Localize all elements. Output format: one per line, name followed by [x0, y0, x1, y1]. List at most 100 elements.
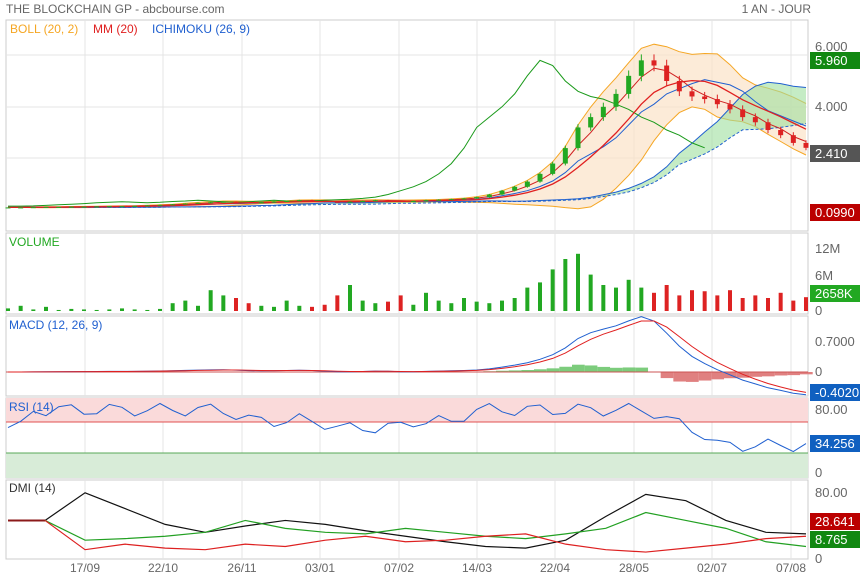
candle-body [714, 99, 720, 105]
period-label: 1 AN - JOUR [742, 2, 812, 16]
candle-body [372, 200, 378, 202]
macd-histogram-bar [572, 364, 585, 372]
candle-body [18, 207, 24, 209]
candle-body [588, 117, 594, 128]
candle-body [423, 200, 429, 202]
rsi-line [7, 402, 807, 453]
macd-histogram-bar [534, 369, 547, 372]
candle-body [600, 106, 606, 118]
volume-bar [715, 295, 720, 311]
volume-bar [6, 308, 10, 311]
volume-bar [120, 308, 124, 311]
volume-bar [778, 292, 783, 311]
candle-body [68, 206, 74, 208]
x-tick-label: 22/10 [148, 561, 178, 575]
volume-bar [728, 290, 732, 311]
x-tick-label: 14/03 [462, 561, 492, 575]
candle-body [474, 197, 480, 199]
macd-histogram-bar [622, 367, 636, 372]
volume-bar [474, 301, 479, 311]
volume-bar [18, 305, 23, 311]
candle-body [5, 207, 11, 209]
candle-body [752, 117, 758, 123]
dmi-di-label: 8.765 [815, 532, 848, 547]
volume-bar [221, 295, 226, 311]
volume-bar [297, 305, 302, 311]
candle-body [512, 186, 518, 191]
candle-body [385, 200, 391, 202]
volume-bar [614, 287, 618, 311]
candle-body [638, 60, 644, 76]
high-price-label: 5.960 [815, 53, 848, 68]
volume-bar [398, 295, 403, 311]
y-tick-label: 0.7000 [815, 334, 855, 349]
candle-body [144, 205, 150, 207]
y-tick-label: 6.000 [815, 39, 848, 54]
volume-bar [766, 298, 770, 311]
candle-body [220, 201, 226, 203]
volume-bar [132, 309, 137, 311]
volume-bar [272, 306, 276, 311]
y-tick-label: 12M [815, 241, 840, 256]
volume-bar [449, 303, 454, 311]
volume-bar [753, 295, 758, 311]
last-price-label-bg [810, 145, 860, 162]
candle-body [651, 60, 657, 66]
ichimoku-chikou [8, 59, 705, 207]
y-tick-label: 6M [815, 268, 833, 283]
candle-body [233, 201, 239, 203]
macd-last-label: -0.4020 [815, 385, 859, 400]
panel-frame [5, 232, 809, 315]
volume-bar [512, 298, 517, 311]
high-price-label-bg [810, 52, 860, 69]
volume-bar [208, 290, 213, 311]
volume-bar [550, 269, 555, 311]
volume-bar [740, 298, 745, 311]
volume-bar [576, 253, 580, 311]
candle-body [208, 202, 214, 204]
macd-histogram-bar [610, 367, 623, 372]
macd-last-label-bg [810, 384, 860, 401]
volume-bar [348, 285, 352, 311]
candle-body [448, 199, 454, 201]
candle-body [550, 163, 556, 174]
candle-body [246, 202, 252, 204]
macd-histogram-bar [584, 365, 598, 372]
x-tick-label: 07/08 [776, 561, 806, 575]
volume-bar [424, 292, 428, 311]
volume-bar [82, 309, 86, 311]
candle-body [727, 104, 733, 110]
candle-body [740, 109, 746, 118]
volume-bar [563, 259, 568, 311]
macd-histogram-bar [521, 369, 535, 372]
rsi-last-label: 34.256 [815, 436, 855, 451]
candle-body [398, 200, 404, 202]
x-tick-label: 17/09 [70, 561, 100, 575]
macd-line [8, 316, 807, 396]
candle-body [182, 203, 188, 205]
volume-bar [500, 300, 504, 311]
legend-mm: MM (20) [93, 22, 138, 36]
volume-bar [652, 292, 656, 311]
volume-bar [664, 285, 669, 311]
candle-body [461, 198, 467, 200]
volume-bar [525, 287, 530, 311]
volume-bar [246, 303, 251, 311]
candle-body [106, 206, 112, 208]
macd-histogram-bar [800, 372, 813, 375]
rsi-last-label-bg [810, 435, 860, 452]
volume-bar [626, 279, 631, 311]
legend-boll: BOLL (20, 2) [10, 22, 78, 36]
volume-bar [44, 306, 48, 311]
dmi-adx-label: 28.641 [815, 514, 855, 529]
ichimoku-span-b [8, 123, 807, 208]
x-tick-label: 07/02 [384, 561, 414, 575]
volume-bar [310, 306, 314, 311]
candle-body [271, 201, 277, 203]
candle-body [132, 205, 138, 207]
adx-line [44, 492, 807, 549]
y-tick-label: 0 [815, 303, 822, 318]
x-tick-label: 03/01 [305, 561, 335, 575]
